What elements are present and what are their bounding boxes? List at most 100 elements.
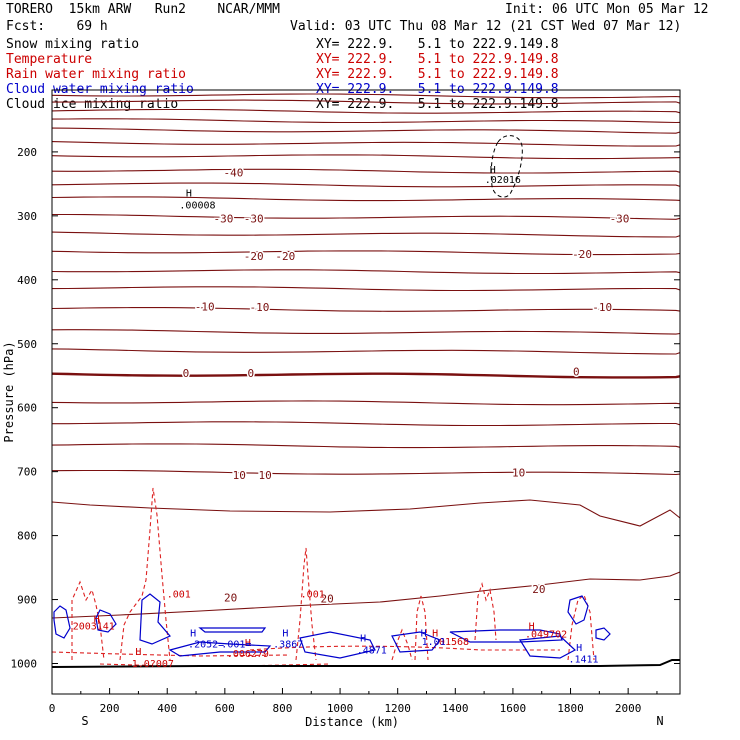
y-tick-label: 800 bbox=[17, 530, 37, 543]
isotherm-line bbox=[51, 141, 681, 147]
field-xy-snow: XY= 222.9. 5.1 to 222.9.149.8 bbox=[316, 37, 559, 52]
isotherm-line bbox=[51, 108, 681, 114]
x-axis-label: Distance (km) bbox=[305, 715, 399, 729]
y-tick-label: 1000 bbox=[11, 658, 38, 671]
isotherm-label: 10 bbox=[512, 467, 525, 480]
isotherm-label: 20 bbox=[320, 593, 333, 606]
max-label: .00008 bbox=[179, 201, 215, 212]
isotherm-line bbox=[51, 127, 681, 134]
field-name-snow: Snow mixing ratio bbox=[6, 37, 140, 52]
y-tick-label: 400 bbox=[17, 274, 37, 287]
isotherm-label: -10 bbox=[195, 300, 215, 313]
max-label: H bbox=[190, 628, 196, 639]
max-label: H bbox=[360, 634, 366, 645]
rain-contour bbox=[391, 628, 413, 661]
x-end-label-south: S bbox=[81, 714, 88, 728]
max-label: H bbox=[529, 621, 535, 632]
isotherm-label: 10 bbox=[259, 469, 272, 482]
field-name-rain: Rain water mixing ratio bbox=[6, 67, 187, 82]
isotherm-line bbox=[51, 571, 681, 619]
max-label: .1411 bbox=[568, 655, 598, 666]
cloud-water-contour bbox=[299, 631, 376, 659]
max-label: H bbox=[432, 628, 438, 639]
max-label: H bbox=[135, 647, 141, 658]
x-tick-label: 1200 bbox=[384, 702, 411, 715]
plot-frame bbox=[51, 89, 681, 695]
field-xy-temperature: XY= 222.9. 5.1 to 222.9.149.8 bbox=[316, 52, 559, 67]
max-label: H bbox=[186, 188, 192, 199]
cloud-water-contour bbox=[391, 631, 441, 653]
max-label: .2052= bbox=[188, 639, 224, 650]
isotherm-label: -10 bbox=[592, 301, 612, 314]
max-label: .001 bbox=[167, 589, 191, 600]
y-tick-label: 300 bbox=[17, 210, 37, 223]
isotherm-label: 0 bbox=[183, 367, 190, 380]
isotherm-line bbox=[51, 329, 681, 335]
x-end-label-north: N bbox=[656, 714, 663, 728]
contour-label-layer: -40 -30 -30 -30 -20 -20 -20 -10 -10 -10 0 0 0 10 10 10 2… bbox=[73, 165, 631, 670]
y-tick-label: 700 bbox=[17, 466, 37, 479]
cloud-water-contour bbox=[198, 627, 267, 633]
isotherm-line bbox=[51, 269, 681, 275]
isotherm-line bbox=[51, 443, 681, 449]
isotherm-line bbox=[51, 348, 681, 355]
isotherm-label: -30 bbox=[244, 213, 264, 226]
max-label: .001 bbox=[301, 589, 325, 600]
field-xy-cloud-ice: XY= 222.9. 5.1 to 222.9.149.8 bbox=[316, 97, 559, 112]
cloud-water-contour bbox=[595, 627, 611, 641]
isotherm-line bbox=[52, 99, 681, 105]
max-label: H bbox=[576, 643, 582, 654]
max-label: .4871 bbox=[357, 646, 387, 657]
rain-contour bbox=[71, 580, 105, 661]
max-label: .3867 bbox=[273, 639, 303, 650]
isotherm-label: -20 bbox=[244, 250, 264, 263]
x-tick-label: 400 bbox=[157, 702, 177, 715]
max-label: .049702 bbox=[525, 630, 567, 641]
isotherm-line bbox=[51, 286, 681, 292]
max-label: H bbox=[421, 628, 427, 639]
isotherm-line bbox=[52, 213, 681, 220]
y-tick-label: 200 bbox=[17, 146, 37, 159]
max-label: 1.01 bbox=[422, 637, 446, 648]
max-label: .006279 bbox=[227, 649, 269, 660]
field-xy-rain: XY= 222.9. 5.1 to 222.9.149.8 bbox=[316, 67, 559, 82]
isotherm-label: -20 bbox=[275, 250, 295, 263]
field-name-temperature: Temperature bbox=[6, 52, 93, 67]
isotherm-line bbox=[51, 307, 681, 312]
isotherm-line bbox=[52, 421, 681, 427]
isotherm-line bbox=[51, 231, 681, 238]
isotherm-label: -20 bbox=[572, 248, 592, 261]
cloud-water-contour bbox=[518, 635, 577, 659]
isotherm-line bbox=[51, 400, 681, 406]
rain-contour bbox=[249, 645, 560, 651]
x-tick-label: 1600 bbox=[500, 702, 527, 715]
cloud-water-contour bbox=[567, 595, 589, 625]
max-label: .01568 bbox=[433, 637, 469, 648]
isotherm-line bbox=[51, 372, 681, 379]
isotherm-label: 10 bbox=[233, 469, 246, 482]
max-label: H bbox=[282, 628, 288, 639]
cloud-ice-contour bbox=[490, 135, 523, 198]
y-tick-label: 500 bbox=[17, 338, 37, 351]
terrain-line bbox=[51, 659, 680, 668]
x-tick-label: 1800 bbox=[557, 702, 584, 715]
x-tick-label: 1400 bbox=[442, 702, 469, 715]
isotherm-label: 0 bbox=[573, 366, 580, 379]
isotherm-line bbox=[51, 250, 681, 256]
x-tick-label: 0 bbox=[49, 702, 56, 715]
cloud-water-contour bbox=[53, 605, 71, 639]
cloud-water-contour bbox=[139, 593, 171, 645]
x-tick-label: 800 bbox=[273, 702, 293, 715]
max-label: H bbox=[245, 638, 251, 649]
cloud-water-contour bbox=[168, 641, 272, 657]
precip-feature-layer bbox=[51, 135, 680, 668]
rain-contour bbox=[414, 595, 429, 661]
y-tick-label: 900 bbox=[17, 594, 37, 607]
isotherm-label: -40 bbox=[224, 167, 244, 180]
isotherm-line bbox=[51, 499, 681, 527]
max-label: 1.0?007 bbox=[132, 659, 174, 670]
x-tick-label: 200 bbox=[100, 702, 120, 715]
rain-contour bbox=[474, 582, 497, 641]
max-label: .001= bbox=[221, 639, 251, 650]
